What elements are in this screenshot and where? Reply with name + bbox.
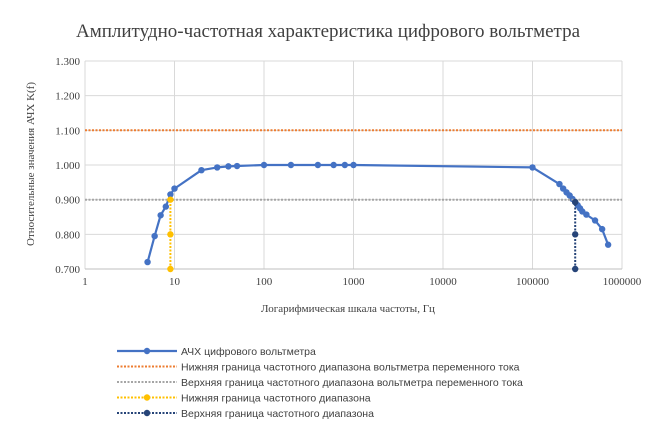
legend-label: Верхняя граница частотного диапазона вол… [181,377,523,389]
data-point [225,163,232,170]
y-tick-label: 1.200 [55,91,80,103]
y-tick-labels: 0.700 0.800 0.900 1.000 1.100 1.200 1.300 [55,56,80,276]
legend-item: Нижняя граница частотного диапазона [117,393,371,405]
data-point [330,161,337,169]
legend-item: Нижняя граница частотного диапазона воль… [117,362,520,374]
data-point [572,231,579,238]
data-point [233,162,241,170]
y-axis-title: Относительные значения АЧХ K(f) [25,82,37,246]
data-point [144,258,151,266]
data-point [556,180,563,188]
series-3 [167,196,174,273]
data-point [171,185,178,192]
legend-label: АЧХ цифрового вольтметра [181,346,316,358]
series-line [146,163,610,263]
legend: АЧХ цифрового вольтметра Нижняя граница ч… [117,346,523,420]
x-tick-label: 1 [82,276,88,288]
data-point [157,212,164,219]
data-point [167,265,174,273]
data-point [572,265,579,273]
data-point [151,232,158,240]
data-point [598,225,606,233]
data-point [167,196,174,203]
series-layer [85,129,622,273]
data-point [214,164,221,171]
data-point [314,161,322,169]
data-point [287,161,295,169]
data-point [198,167,205,174]
x-tick-label: 10000 [429,276,457,288]
data-point [604,241,612,248]
data-point [583,211,590,218]
data-point [591,217,599,224]
legend-marker [143,409,151,417]
legend-label: Нижняя граница частотного диапазона [181,393,371,405]
x-tick-label: 1000 [343,276,366,288]
x-tick-label: 100000 [516,276,550,288]
legend-marker [143,394,151,401]
legend-item: Верхняя граница частотного диапазона вол… [117,377,523,389]
legend-label: Нижняя граница частотного диапазона воль… [181,362,520,374]
series-4 [572,198,579,273]
y-tick-label: 0.700 [55,264,80,276]
x-tick-label: 100 [256,276,273,288]
x-axis-title: Логарифмическая шкала частоты, Гц [261,303,435,315]
data-point [350,161,357,169]
y-tick-label: 0.900 [55,195,80,207]
legend-item: АЧХ цифрового вольтметра [117,346,316,358]
y-tick-label: 1.000 [55,160,80,172]
chart-title: Амплитудно-частотная характеристика цифр… [76,21,581,42]
data-point [572,198,579,206]
series-0 [144,161,612,266]
x-tick-label: 1000000 [603,276,642,288]
data-point [341,161,349,169]
legend-label: Верхняя граница частотного диапазона [181,408,374,420]
y-tick-label: 1.100 [55,125,80,137]
legend-item: Верхняя граница частотного диапазона [117,408,374,420]
x-tick-labels: 1 10 100 1000 10000 100000 1000000 [82,276,642,288]
legend-marker [143,347,151,355]
data-point [529,164,536,171]
data-point [260,161,268,169]
data-point [162,203,170,210]
x-tick-label: 10 [169,276,181,288]
data-point [167,231,174,238]
data-point [167,191,174,198]
y-tick-label: 0.800 [55,229,80,241]
y-tick-label: 1.300 [55,56,80,68]
